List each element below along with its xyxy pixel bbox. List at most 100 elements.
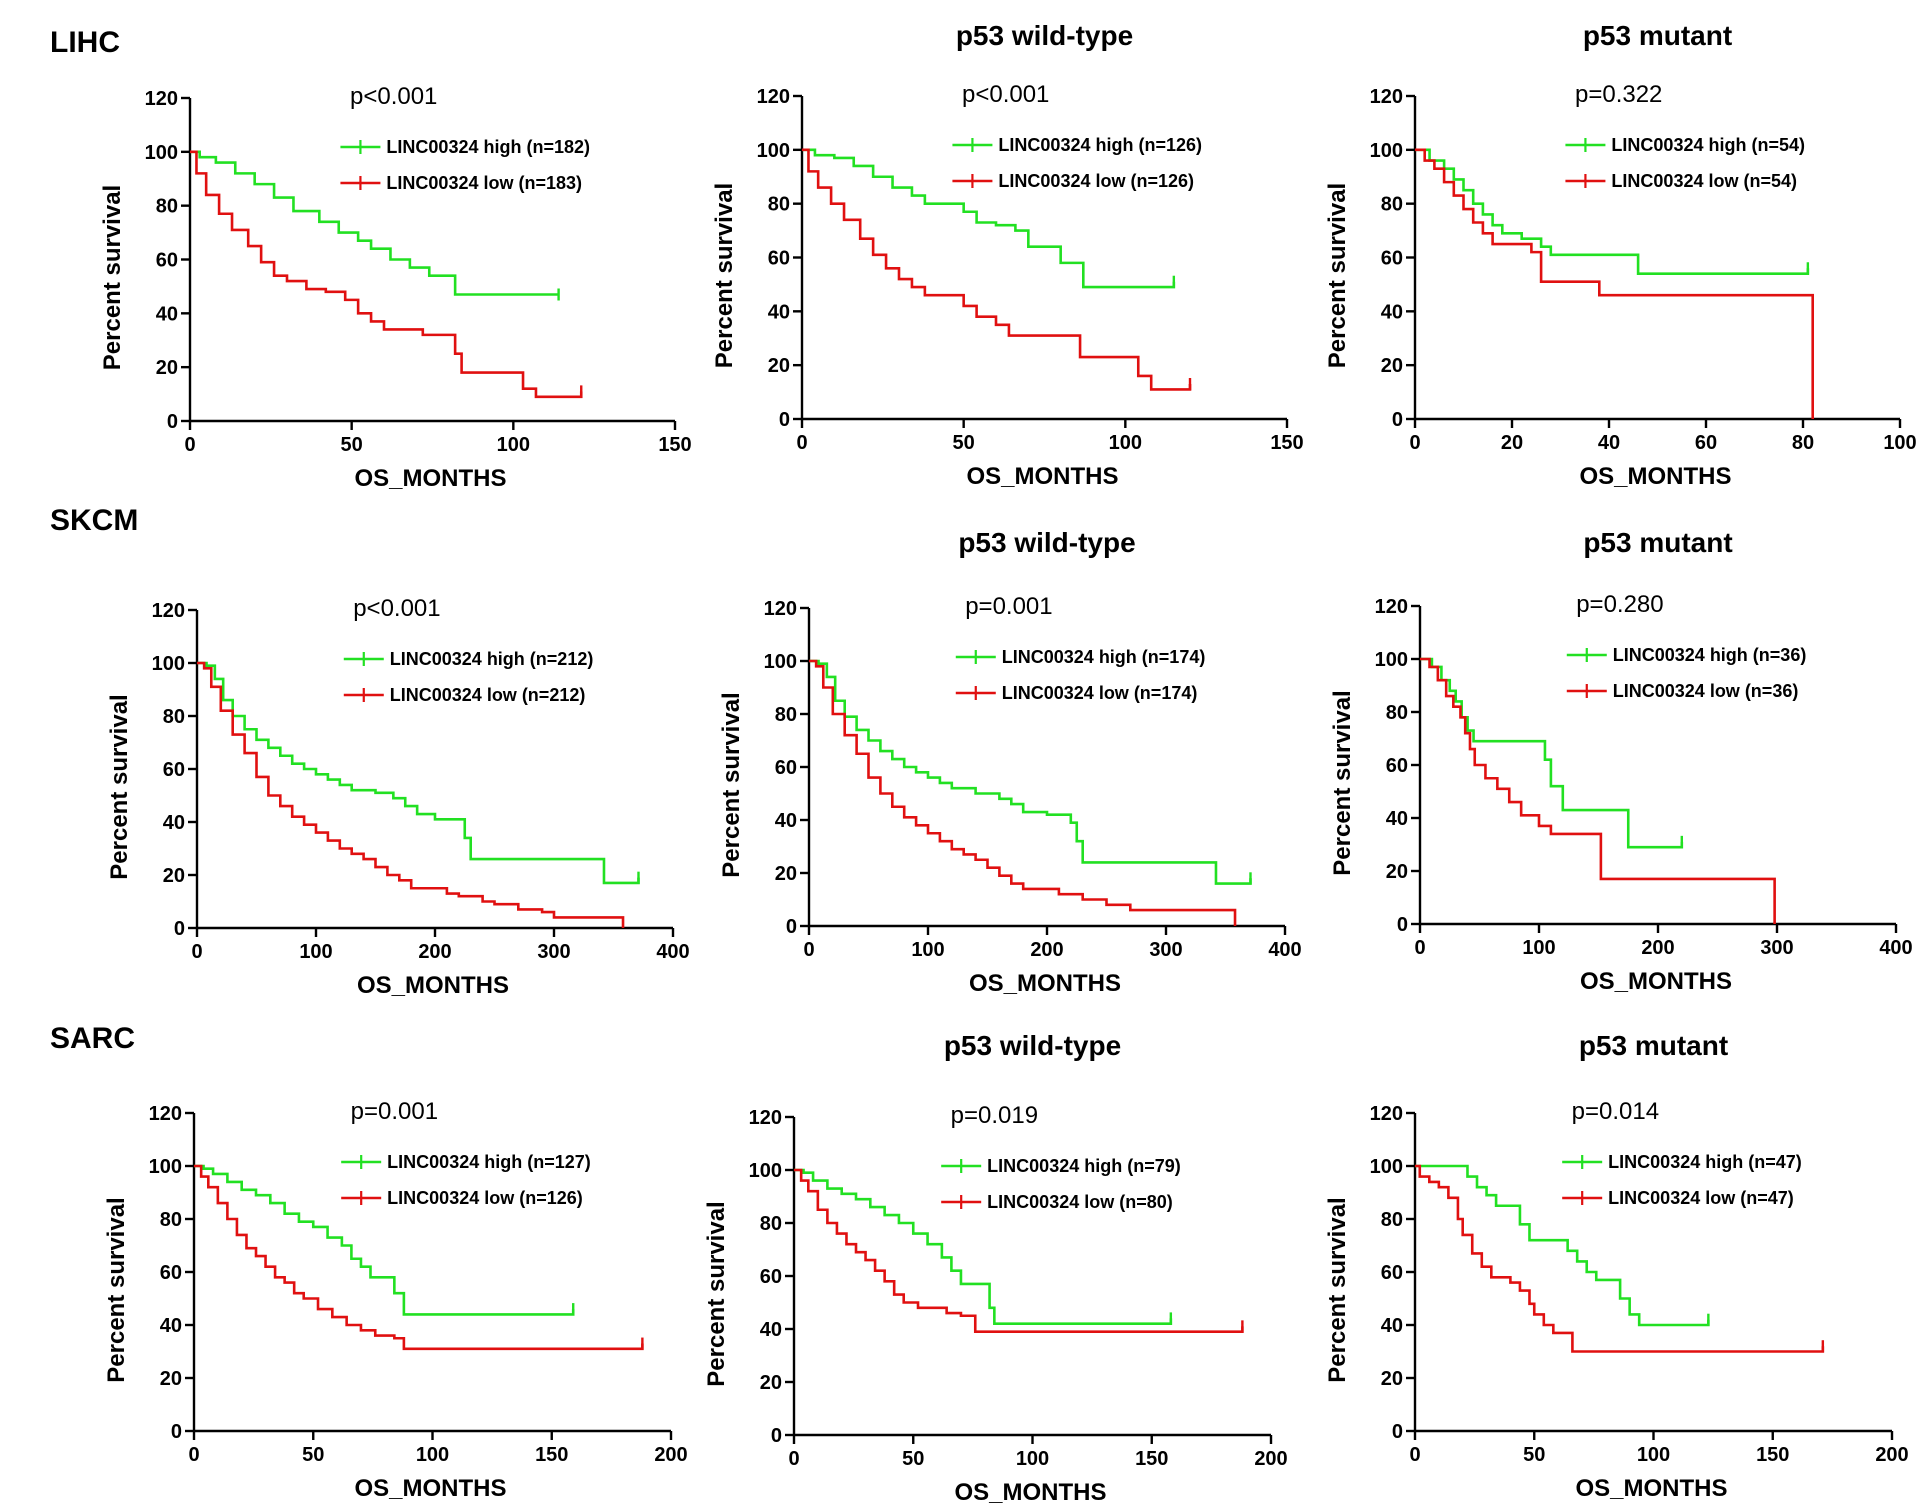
y-tick-label: 120: [1370, 86, 1403, 108]
y-tick-label: 60: [1381, 248, 1403, 270]
km-panel-3: p53 mutant p=0.322 0 20 40 60 80 100 120 0 20 40 60 8…: [1324, 20, 1917, 490]
x-tick-label: 150: [1135, 1448, 1168, 1470]
x-tick-label: 0: [1409, 1444, 1420, 1466]
x-axis-title: OS_MONTHS: [969, 970, 1121, 997]
x-tick-label: 50: [341, 434, 363, 456]
p-value-label: p=0.001: [351, 1098, 438, 1125]
legend-label-low: LINC00324 low (n=54): [1611, 171, 1797, 191]
x-tick-label: 0: [796, 432, 807, 454]
km-panel-4: p<0.001 0 20 40 60 80 100 120 0 100 200 300 400 OS_MO…: [106, 595, 690, 999]
legend-label-high: LINC00324 high (n=126): [998, 135, 1202, 155]
x-tick-label: 0: [188, 1444, 199, 1466]
y-tick-label: 80: [760, 1213, 782, 1235]
survival-curve-high: [194, 1164, 575, 1316]
km-panel-2: p53 wild-type p<0.001 0 20 40 60 80 100 120 0 50 10…: [711, 20, 1304, 490]
x-axis-title: OS_MONTHS: [954, 1479, 1106, 1506]
y-tick-label: 120: [1370, 1103, 1403, 1125]
y-tick-label: 0: [1392, 1421, 1403, 1443]
y-axis-title: Percent survival: [1324, 183, 1351, 368]
y-tick-label: 60: [163, 759, 185, 781]
y-tick-label: 80: [775, 704, 797, 726]
y-tick-label: 80: [1381, 1209, 1403, 1231]
y-tick-label: 60: [160, 1262, 182, 1284]
x-tick-label: 200: [654, 1444, 687, 1466]
x-tick-label: 150: [1756, 1444, 1789, 1466]
p-value-label: p=0.001: [965, 593, 1052, 620]
y-axis-title: Percent survival: [99, 185, 126, 370]
y-tick-label: 100: [1370, 140, 1403, 162]
panel-title: p53 wild-type: [944, 1030, 1121, 1061]
y-tick-label: 20: [760, 1372, 782, 1394]
x-axis-title: OS_MONTHS: [1575, 1475, 1727, 1502]
y-tick-label: 80: [1386, 702, 1408, 724]
legend-label-low: LINC00324 low (n=174): [1002, 683, 1198, 703]
y-tick-label: 120: [757, 86, 790, 108]
y-tick-label: 100: [1375, 649, 1408, 671]
y-tick-label: 0: [174, 918, 185, 940]
x-tick-label: 100: [416, 1444, 449, 1466]
y-tick-label: 60: [775, 757, 797, 779]
y-axis-title: Percent survival: [1324, 1197, 1351, 1382]
x-tick-label: 100: [497, 434, 530, 456]
legend-label-low: LINC00324 low (n=126): [998, 171, 1194, 191]
x-tick-label: 200: [1875, 1444, 1908, 1466]
y-tick-label: 80: [1381, 194, 1403, 216]
y-tick-label: 100: [749, 1160, 782, 1182]
panel-title: p53 wild-type: [956, 20, 1133, 51]
x-tick-label: 100: [1109, 432, 1142, 454]
y-tick-label: 80: [156, 196, 178, 218]
y-tick-label: 40: [1381, 301, 1403, 323]
y-tick-label: 100: [757, 140, 790, 162]
y-tick-label: 100: [145, 142, 178, 164]
p-value-label: p=0.014: [1572, 1098, 1659, 1125]
x-tick-label: 200: [1254, 1448, 1287, 1470]
y-tick-label: 60: [768, 248, 790, 270]
km-panel-7: p=0.001 0 20 40 60 80 100 120 0 50 100 150 200 OS_MON…: [103, 1098, 688, 1502]
y-tick-label: 40: [768, 301, 790, 323]
p-value-label: p=0.280: [1576, 591, 1663, 618]
x-tick-label: 50: [902, 1448, 924, 1470]
y-axis-title: Percent survival: [703, 1201, 730, 1386]
x-tick-label: 100: [1637, 1444, 1670, 1466]
x-axis-title: OS_MONTHS: [966, 463, 1118, 490]
x-tick-label: 50: [1523, 1444, 1545, 1466]
y-tick-label: 60: [156, 250, 178, 272]
x-tick-label: 50: [302, 1444, 324, 1466]
survival-curve-low: [190, 150, 583, 399]
y-tick-label: 0: [786, 916, 797, 938]
panel-title: p53 mutant: [1583, 527, 1732, 558]
x-axis-title: OS_MONTHS: [354, 1475, 506, 1502]
km-panel-5: p53 wild-type p=0.001 0 20 40 60 80 100 120 0 100 2…: [718, 527, 1302, 997]
x-tick-label: 400: [656, 941, 689, 963]
x-tick-label: 300: [1149, 939, 1182, 961]
survival-curve-high: [1420, 657, 1684, 849]
y-tick-label: 120: [152, 600, 185, 622]
y-tick-label: 20: [163, 865, 185, 887]
y-tick-label: 80: [160, 1209, 182, 1231]
x-tick-label: 150: [535, 1444, 568, 1466]
panel-title: p53 mutant: [1583, 20, 1732, 51]
row-label-sarc: SARC: [50, 1022, 135, 1055]
x-tick-label: 100: [1883, 432, 1916, 454]
x-tick-label: 0: [1414, 937, 1425, 959]
y-tick-label: 0: [1392, 409, 1403, 431]
y-tick-label: 20: [775, 863, 797, 885]
legend-label-high: LINC00324 high (n=79): [987, 1156, 1181, 1176]
y-tick-label: 0: [1397, 914, 1408, 936]
panel-title: p53 mutant: [1579, 1030, 1728, 1061]
survival-curve-low: [1415, 148, 1814, 419]
survival-curve-high: [197, 661, 640, 885]
y-tick-label: 20: [1381, 355, 1403, 377]
survival-curve-low: [1415, 1164, 1825, 1353]
y-tick-label: 100: [764, 651, 797, 673]
y-tick-label: 40: [163, 812, 185, 834]
survival-curve-high: [809, 659, 1252, 885]
y-tick-label: 40: [156, 303, 178, 325]
legend-label-high: LINC00324 high (n=212): [390, 649, 594, 669]
y-axis-title: Percent survival: [103, 1197, 130, 1382]
survival-curve-high: [794, 1168, 1173, 1325]
x-tick-label: 100: [1522, 937, 1555, 959]
x-tick-label: 60: [1695, 432, 1717, 454]
x-axis-title: OS_MONTHS: [1580, 968, 1732, 995]
